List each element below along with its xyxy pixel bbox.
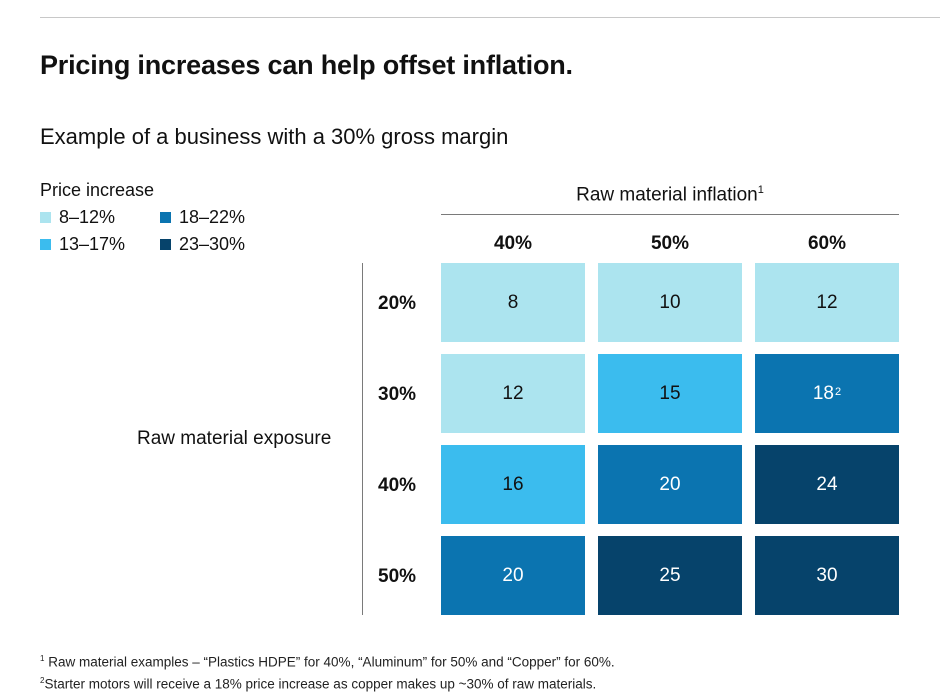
heatmap-cell: 12 [441,354,585,433]
heatmap-cell: 16 [441,445,585,524]
row-header: 50% [378,566,417,587]
heatmap-cell: 30 [755,536,899,615]
legend-item: 8–12% [40,207,160,228]
legend-item: 18–22% [160,207,300,228]
heatmap-cell: 25 [598,536,742,615]
heatmap-cell: 10 [598,263,742,342]
heatmap-cell: 12 [755,263,899,342]
cell-value: 18 [812,382,834,404]
legend-swatch [160,239,171,250]
x-axis-footnote-mark: 1 [757,184,764,196]
footnote: 2Starter motors will receive a 18% price… [40,672,615,694]
legend-swatch [40,212,51,223]
legend-label: 13–17% [59,234,126,254]
row-header: 20% [378,293,417,314]
legend-swatch [160,212,171,223]
x-axis-label-text: Raw material inflation [576,184,758,206]
footnote-text: Starter motors will receive a 18% price … [44,676,597,691]
cell-value: 20 [502,564,524,586]
legend-item: 23–30% [160,234,300,255]
legend-swatch [40,239,51,250]
legend-item: 13–17% [40,234,160,255]
heatmap-cell: 18 2 [755,354,899,433]
row-header: 30% [378,384,417,405]
footnote-mark: 1 [40,654,45,663]
x-axis-label: Raw material inflation1 [441,184,899,206]
cell-footnote-mark: 2 [835,385,842,398]
legend-title: Price increase [40,180,155,200]
x-axis-divider [441,214,899,215]
y-axis-label: Raw material exposure [137,428,332,449]
footnote-text: Raw material examples – “Plastics HDPE” … [48,654,615,670]
footnote-mark: 2 [40,675,45,685]
chart-subtitle: Example of a business with a 30% gross m… [40,124,509,149]
cell-value: 12 [502,382,524,404]
legend-label: 23–30% [179,234,246,254]
cell-value: 24 [816,473,838,495]
chart-title: Pricing increases can help offset inflat… [40,50,573,80]
cell-value: 15 [659,382,681,404]
heatmap-cell: 24 [755,445,899,524]
footnotes: 1 Raw material examples – “Plastics HDPE… [40,650,615,693]
legend-items: 8–12% 18–22% 13–17% 23–30% [40,207,300,255]
column-header: 50% [650,233,690,254]
heatmap-cell: 20 [598,445,742,524]
cell-value: 30 [816,564,838,586]
cell-value: 25 [659,564,681,586]
heatmap-cell: 8 [441,263,585,342]
column-header: 40% [493,233,533,254]
cell-value: 10 [659,291,681,313]
legend-label: 18–22% [179,207,246,227]
y-axis-divider [362,263,363,615]
legend-label: 8–12% [59,207,116,227]
legend: Price increase 8–12% 18–22% 13–17% 23–30… [40,180,300,255]
heatmap-cell: 15 [598,354,742,433]
cell-value: 20 [659,473,681,495]
heatmap-cell: 20 [441,536,585,615]
cell-value: 12 [816,291,838,313]
cell-value: 8 [507,291,519,313]
cell-value: 16 [502,473,524,495]
column-header: 60% [807,233,847,254]
top-divider [40,17,940,18]
footnote: 1 Raw material examples – “Plastics HDPE… [40,650,615,672]
row-header: 40% [378,475,417,496]
